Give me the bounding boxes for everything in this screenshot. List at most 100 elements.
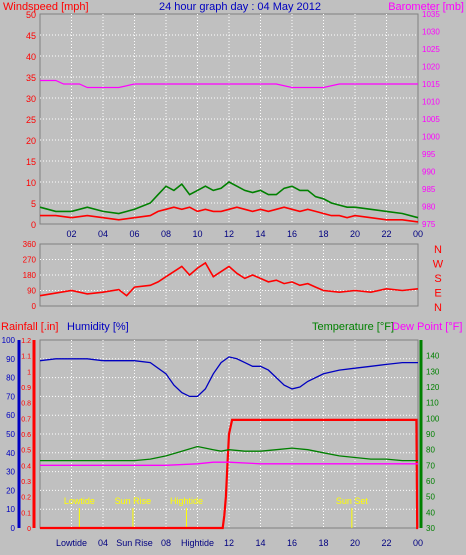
temperature-y-tick-label: 140 [426,352,440,361]
rainfall-y-tick-label: 1.2 [21,338,31,345]
wind-y-tick-label: 0 [31,220,36,230]
temperature-y-tick-label: 70 [426,461,435,470]
barometer-y-tick-label: 1025 [422,45,440,54]
climate-x-tick-label: 00 [413,538,423,548]
temperature-y-tick-label: 80 [426,446,435,455]
rainfall-y-tick-label: 0.9 [21,385,31,392]
humidity-y-tick-label: 80 [6,374,15,383]
wind-y-tick-label: 20 [26,136,36,146]
wind_gust-line [39,181,419,219]
barometer-y-tick-label: 990 [422,168,436,177]
temperature-y-tick-label: 100 [426,414,440,423]
climate-x-tick-label: 12 [224,538,234,548]
humidity-y-tick-label: 50 [6,430,15,439]
climate-x-tick-label: 08 [161,538,171,548]
direction-y-tick-label: 360 [23,240,37,249]
rainfall-y-tick-label: 0.6 [21,432,31,439]
rainfall-y-tick-label: 0.2 [21,495,31,502]
wind-y-tick-label: 35 [26,73,36,83]
humidity-y-tick-label: 40 [6,449,15,458]
humidity-y-tick-label: 20 [6,486,15,495]
barometer-y-tick-label: 1035 [422,10,440,19]
humidity-y-tick-label: 70 [6,392,15,401]
barometer-y-tick-label: 1005 [422,115,440,124]
wind-x-tick-label: 16 [287,229,297,239]
temperature-y-tick-label: 50 [426,493,435,502]
barometer-axis-label: Barometer [mb] [388,1,464,13]
rainfall-y-tick-label: 0.5 [21,448,31,455]
compass-label: N [434,244,442,256]
barometer-y-tick-label: 1020 [422,63,440,72]
humidity-y-tick-label: 0 [11,524,16,533]
humidity-y-tick-label: 10 [6,505,15,514]
barometer-y-tick-label: 1000 [422,133,440,142]
humidity-y-tick-label: 30 [6,468,15,477]
rainfall-y-tick-label: 0.7 [21,416,31,423]
wind-x-tick-label: 08 [161,229,171,239]
wind-y-tick-label: 45 [26,31,36,41]
barometer-y-tick-label: 985 [422,185,436,194]
wind-y-tick-label: 15 [26,157,36,167]
barometer-y-tick-label: 1015 [422,80,440,89]
wind-x-tick-label: 14 [255,229,265,239]
climate-x-tick-label: 16 [287,538,297,548]
event-marker-label: Lowtide [64,496,95,506]
temperature-y-tick-label: 60 [426,477,435,486]
dew_point-line [40,461,418,466]
direction-y-tick-label: 0 [32,302,37,311]
temperature-line [40,445,418,462]
rainfall-line [40,418,419,530]
humidity-y-tick-label: 60 [6,411,15,420]
climate-x-tick-label: 14 [255,538,265,548]
compass-label: W [433,259,444,271]
direction-y-tick-label: 270 [23,256,37,265]
wind_avg-line [40,206,419,223]
wind-y-tick-label: 10 [26,178,36,188]
temperature-y-tick-label: 130 [426,367,440,376]
humidity-y-tick-label: 100 [2,336,16,345]
rainfall-y-tick-label: 0.3 [21,479,31,486]
temperature-y-tick-label: 40 [426,508,435,517]
event-marker-label: Sun Rise [115,496,152,506]
climate-x-tick-label: 22 [381,538,391,548]
temperature-y-tick-label: 110 [426,399,439,408]
wind-y-tick-label: 25 [26,115,36,125]
wind-x-tick-label: 06 [129,229,139,239]
humidity-axis-label: Humidity [%] [67,321,129,333]
barometer-y-tick-label: 1030 [422,28,440,37]
wind-x-tick-label: 10 [192,229,202,239]
graph-title: 24 hour graph day : 04 May 2012 [159,1,321,13]
wind-x-tick-label: 00 [413,229,423,239]
rainfall-y-tick-label: 0.1 [21,510,31,517]
temperature-y-tick-label: 90 [426,430,435,439]
compass-label: E [434,288,441,300]
temperature-y-tick-label: 30 [426,524,435,533]
event-marker-label: Sun Set [336,496,369,506]
barometer-line [40,79,418,89]
wind-x-tick-label: 22 [381,229,391,239]
climate-x-tick-label: Sun Rise [116,538,153,548]
temperature-y-tick-label: 120 [426,383,440,392]
wind-y-tick-label: 5 [31,199,36,209]
barometer-y-tick-label: 995 [422,150,436,159]
wind-y-tick-label: 50 [26,10,36,20]
dew-point-axis-label: Dew Point [°F] [392,321,462,333]
humidity-line [39,356,418,398]
wind-y-tick-label: 40 [26,52,36,62]
event-marker-label: Hightide [170,496,203,506]
humidity-y-tick-label: 90 [6,355,15,364]
climate-x-tick-label: 18 [318,538,328,548]
barometer-y-tick-label: 975 [422,220,436,229]
wind-x-tick-label: 20 [350,229,360,239]
wind-direction-line [39,261,419,297]
rainfall-y-tick-label: 0.8 [21,401,31,408]
rainfall-y-tick-label: 1.1 [21,354,31,361]
compass-label: N [434,302,442,314]
rainfall-y-tick-label: 0 [27,526,31,533]
barometer-y-tick-label: 1010 [422,98,440,107]
barometer-y-tick-label: 980 [422,203,436,212]
wind-x-tick-label: 12 [224,229,234,239]
climate-x-tick-label: 20 [350,538,360,548]
rainfall-y-tick-label: 0.4 [21,463,31,470]
